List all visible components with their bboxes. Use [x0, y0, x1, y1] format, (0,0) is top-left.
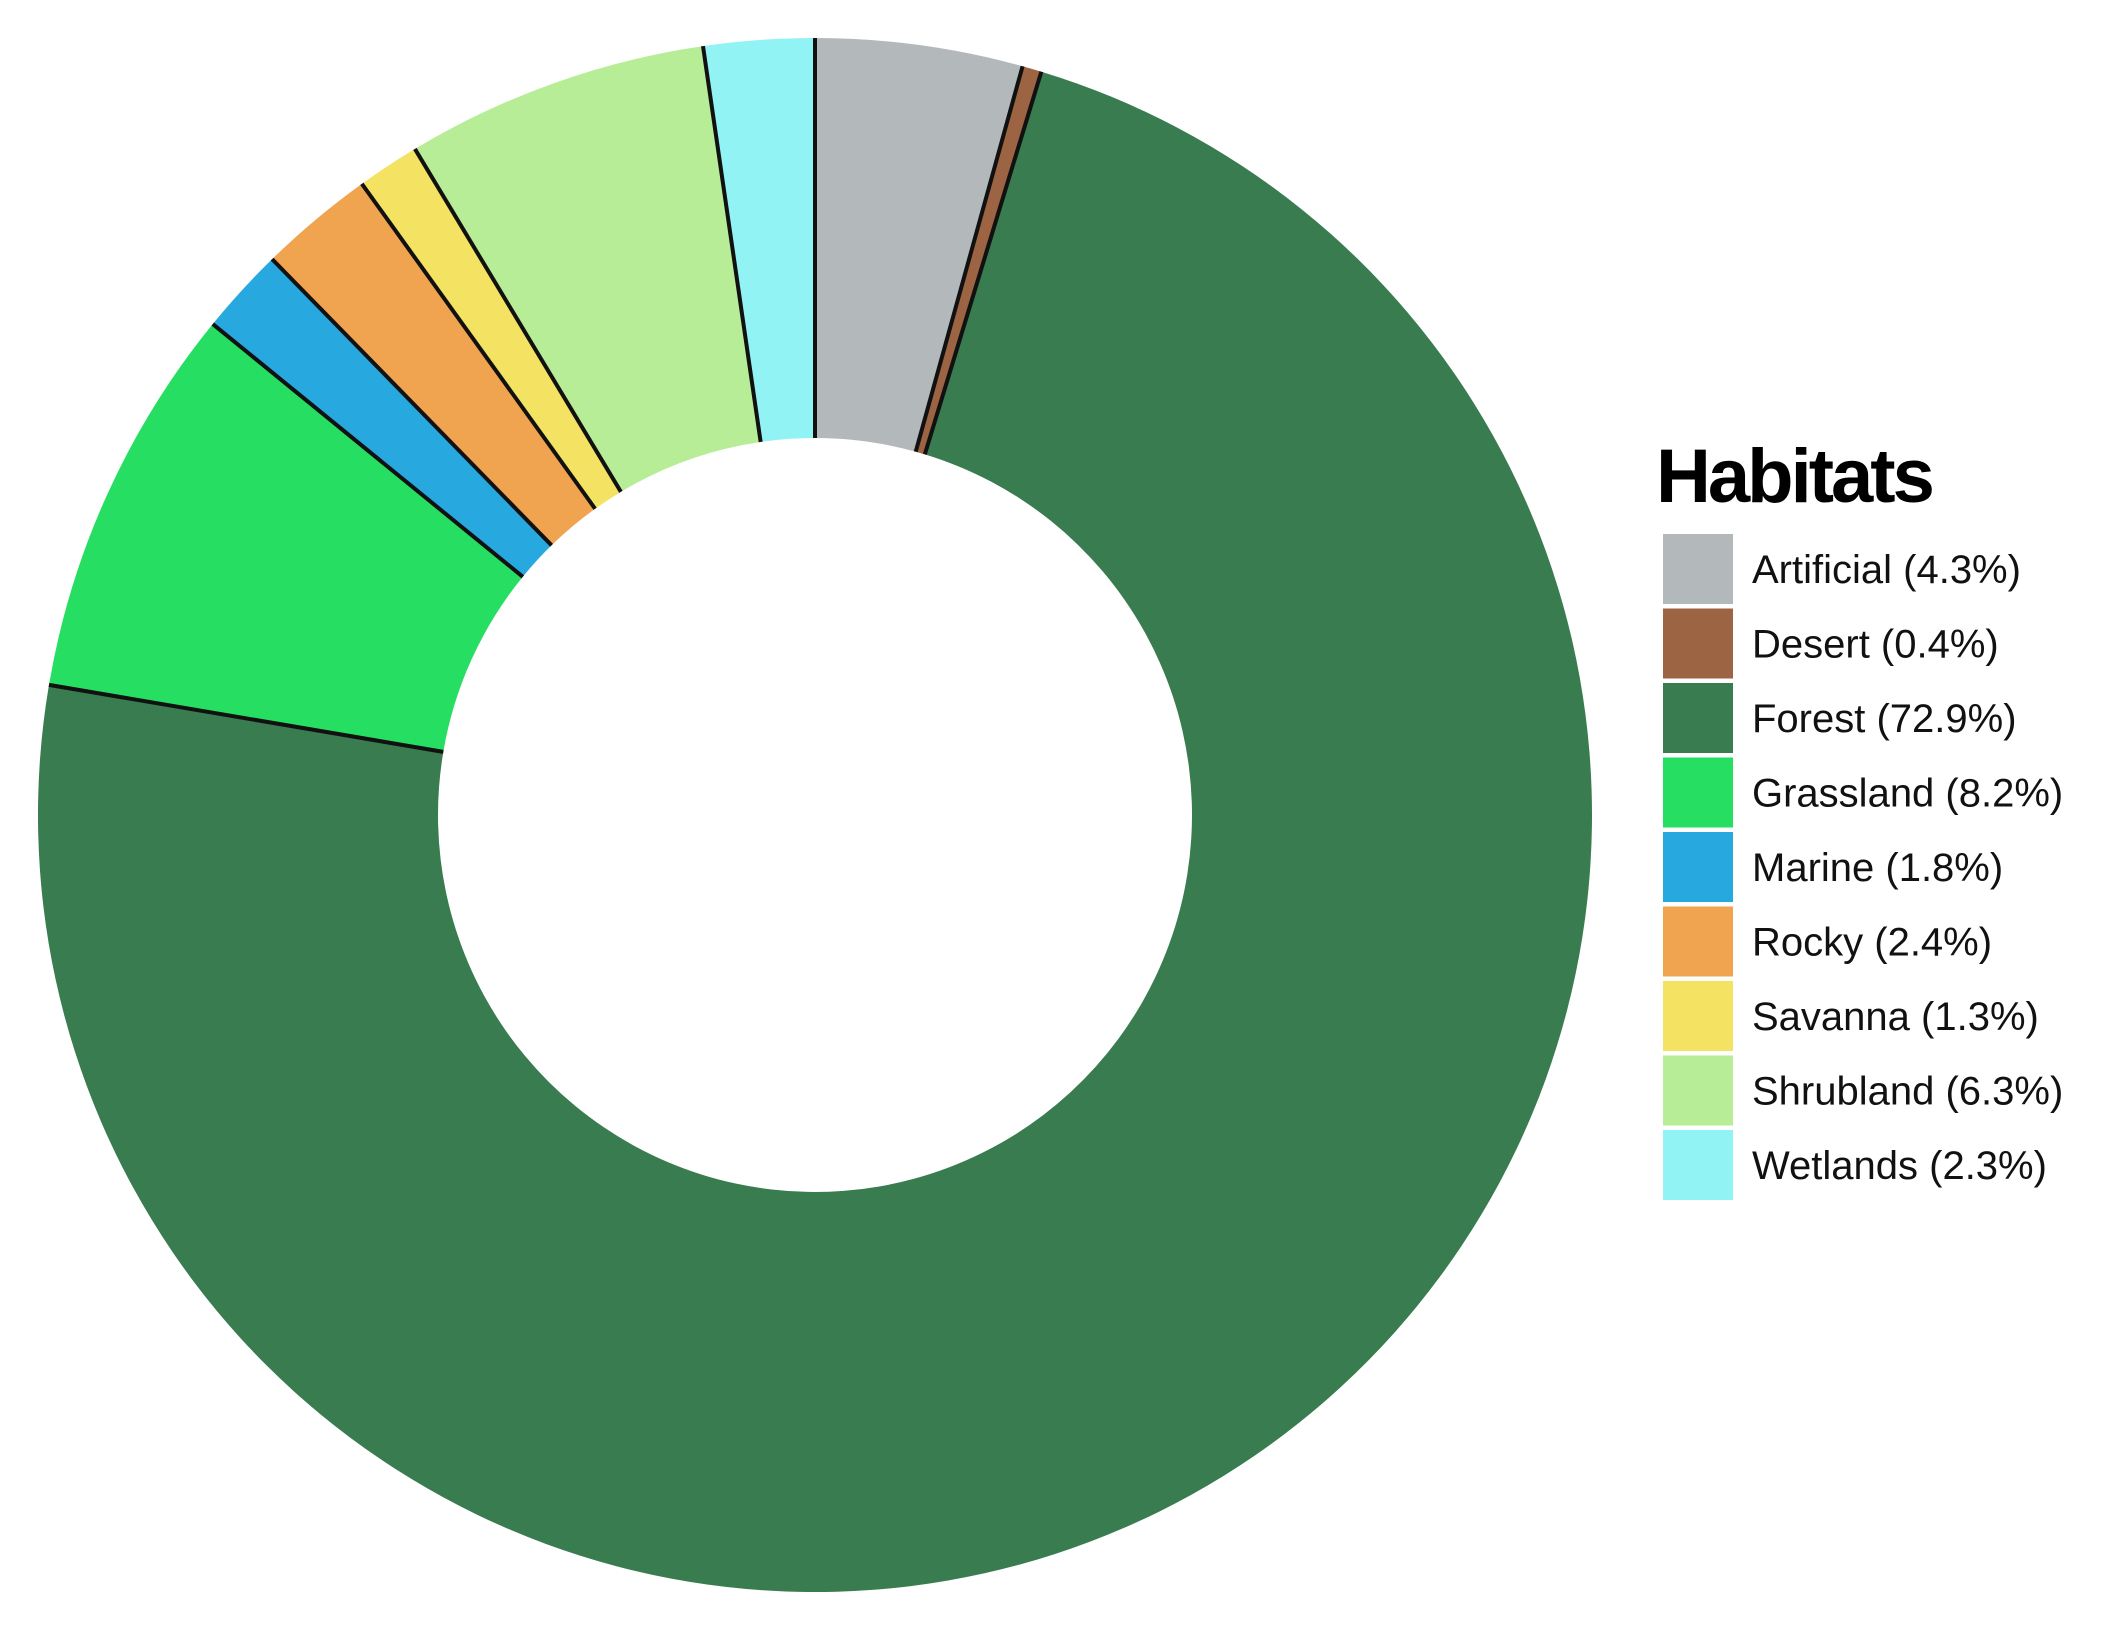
- slice-forest: [37, 71, 1592, 1592]
- slice-rocky: [272, 183, 596, 546]
- slice-savanna: [361, 148, 621, 509]
- slice-separator: [922, 71, 1044, 455]
- slice-separator: [48, 682, 444, 754]
- legend-swatch-marine: [1661, 830, 1735, 904]
- slice-wetlands: [702, 38, 815, 442]
- legend-swatch-forest: [1661, 681, 1735, 755]
- legend-label-savanna: Savanna (1.3%): [1752, 995, 2039, 1039]
- donut-slices: [37, 38, 1592, 1592]
- slice-marine: [212, 259, 552, 577]
- legend-label-grassland: Grassland (8.2%): [1752, 772, 2063, 816]
- legend-title: Habitats: [1656, 434, 1933, 519]
- slice-separator: [270, 257, 554, 547]
- legend-label-shrubland: Shrubland (6.3%): [1752, 1070, 2063, 1114]
- legend-label-marine: Marine (1.8%): [1752, 846, 2003, 890]
- legend-items: Artificial (4.3%) Desert (0.4%) Forest (72…: [1661, 532, 2063, 1202]
- legend-label-wetlands: Wetlands (2.3%): [1752, 1144, 2047, 1188]
- legend-label-desert: Desert (0.4%): [1752, 623, 1999, 667]
- slice-grassland: [48, 324, 523, 752]
- slice-separator: [701, 45, 763, 443]
- legend-label-artificial: Artificial (4.3%): [1752, 548, 2021, 592]
- slice-artificial: [815, 38, 1023, 452]
- legend-label-forest: Forest (72.9%): [1752, 697, 2017, 741]
- slice-shrubland: [414, 46, 761, 492]
- legend-swatch-grassland: [1661, 755, 1735, 830]
- slice-separator: [360, 182, 597, 510]
- legend-swatch-artificial: [1661, 532, 1735, 606]
- legend-swatch-shrubland: [1661, 1053, 1735, 1128]
- slice-separator: [413, 147, 623, 493]
- legend-label-rocky: Rocky (2.4%): [1752, 921, 1992, 965]
- slice-desert: [915, 66, 1042, 455]
- legend-swatch-wetlands: [1661, 1128, 1735, 1202]
- slice-separator: [211, 322, 525, 579]
- legend-swatch-savanna: [1661, 979, 1735, 1053]
- legend-swatch-rocky: [1661, 904, 1735, 979]
- legend-swatch-desert: [1661, 606, 1735, 681]
- slice-separator: [913, 65, 1025, 453]
- legend: Habitats Artificial (4.3%) Desert (0.4%) F…: [1656, 434, 2063, 1202]
